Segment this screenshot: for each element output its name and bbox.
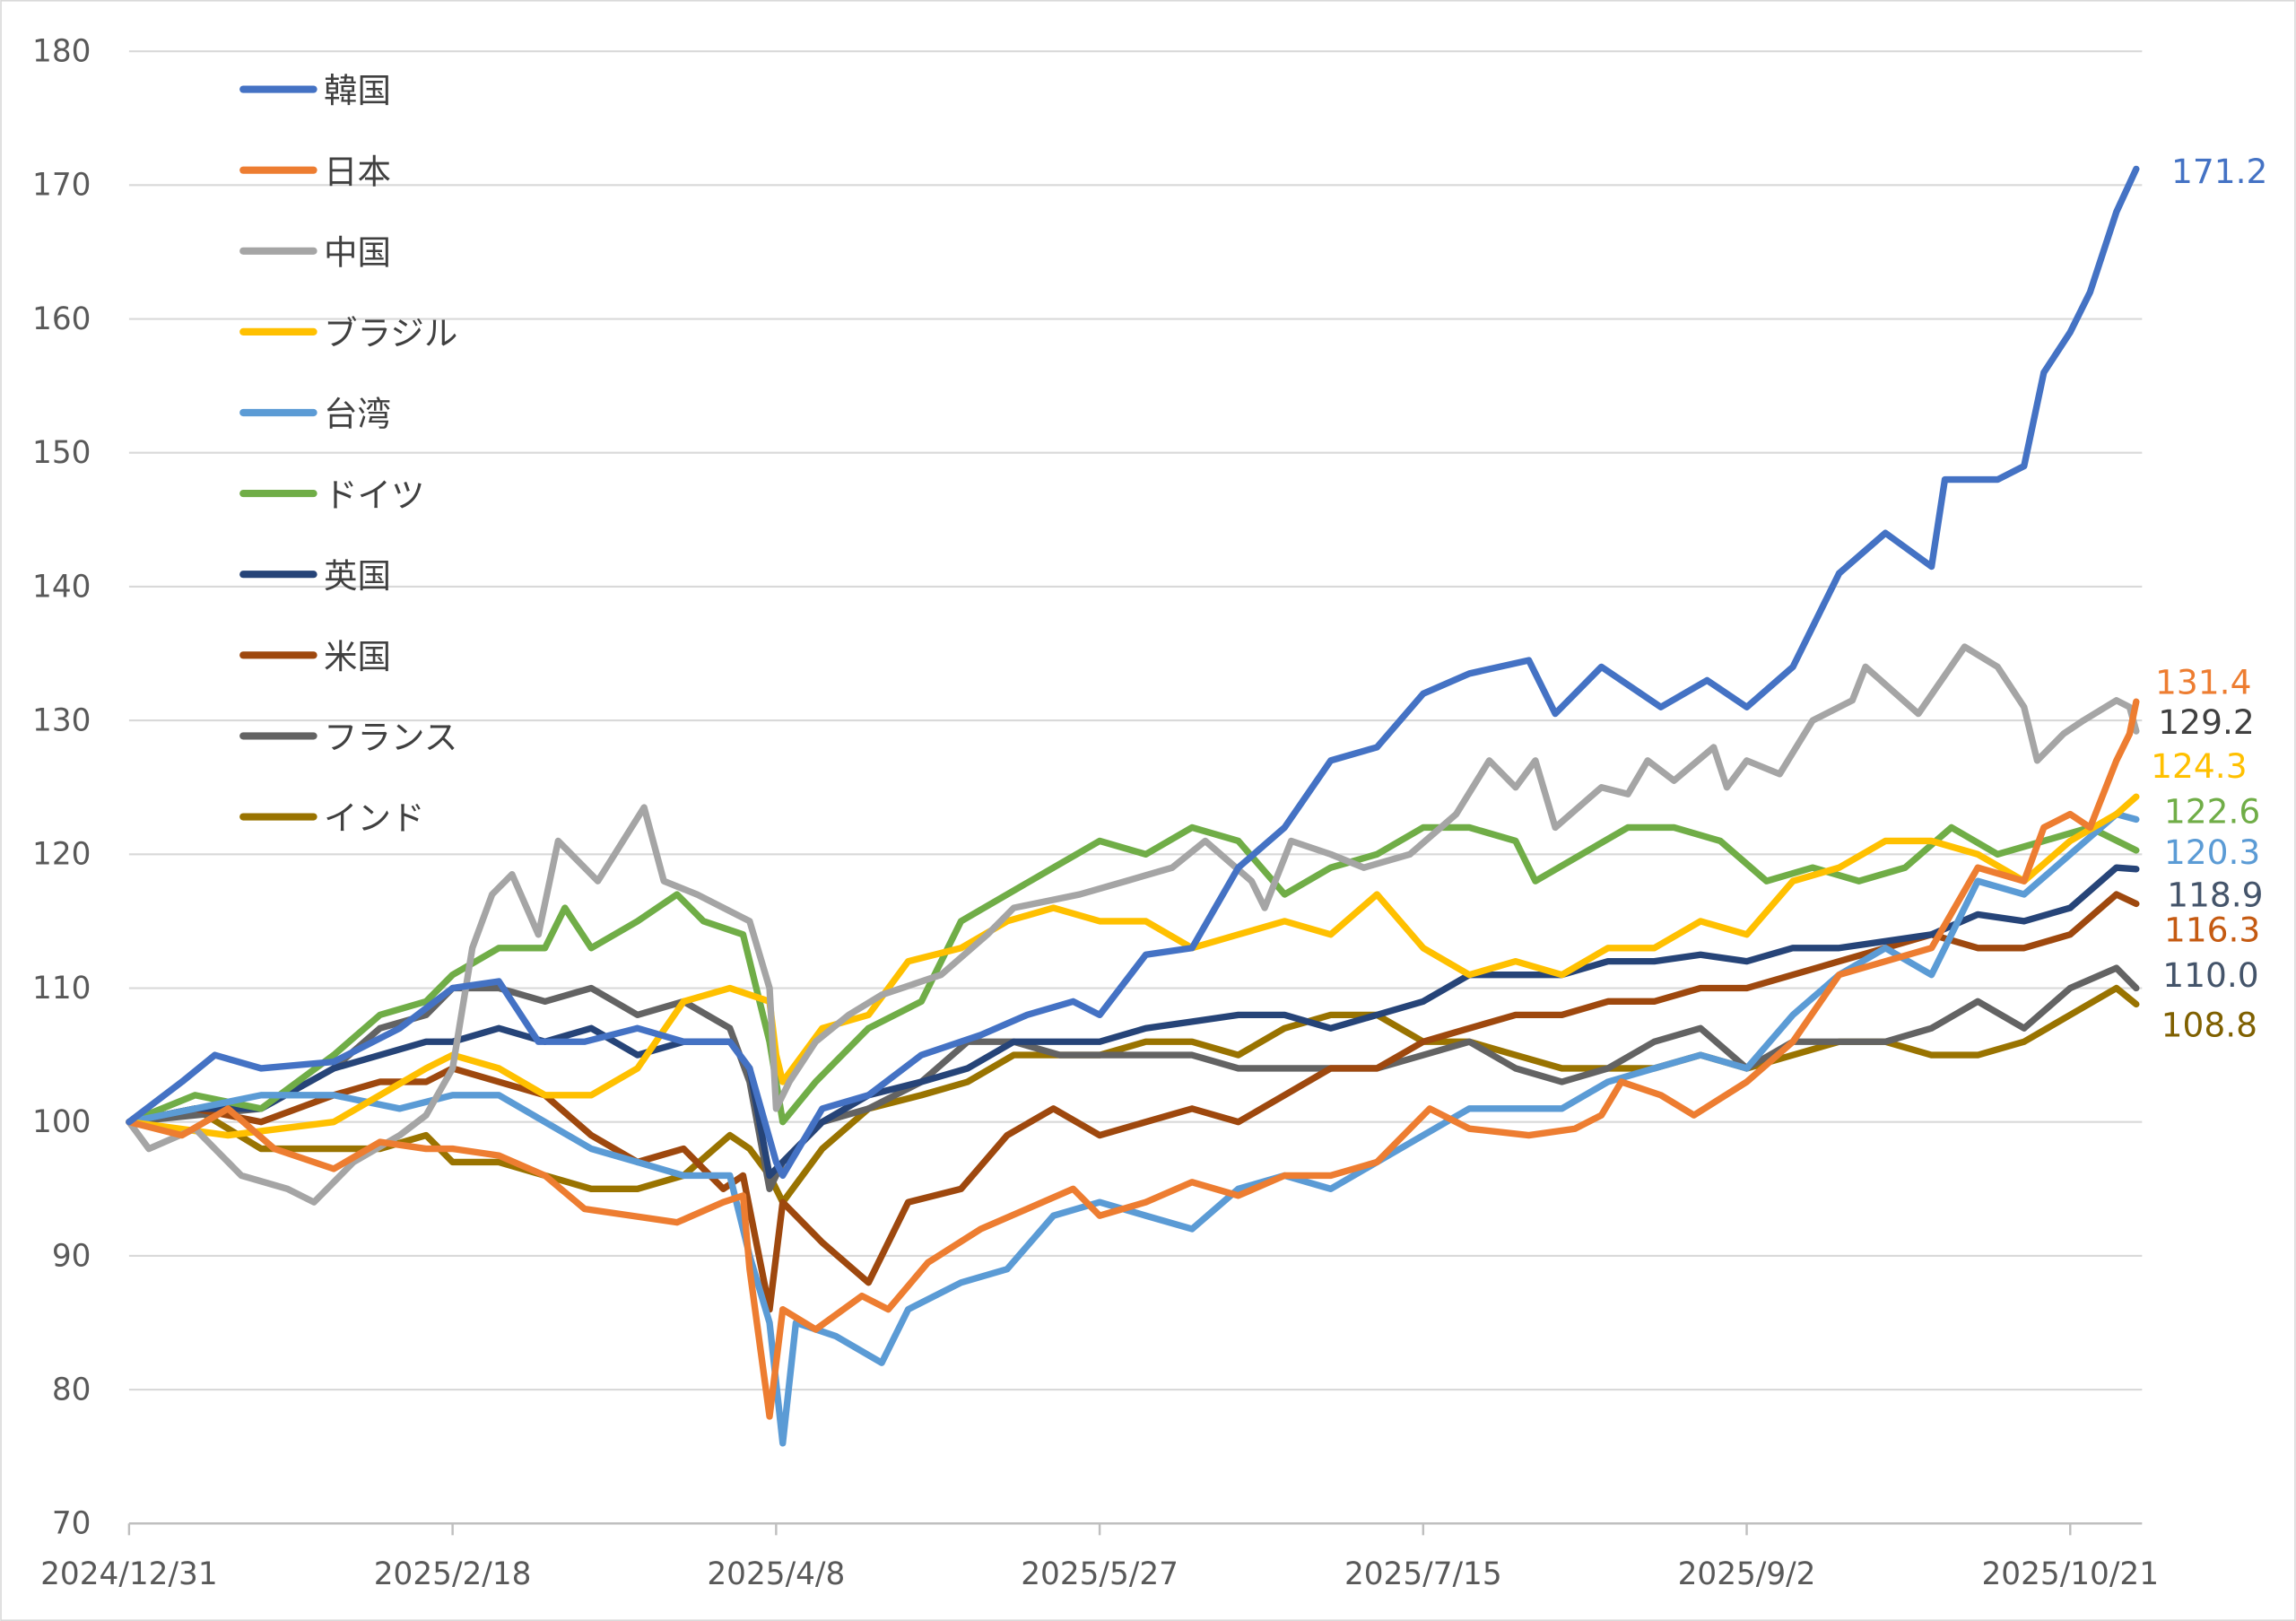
legend-label: 中国 [324, 232, 391, 272]
end-value-label: 124.3 [2151, 746, 2247, 786]
series-line [126, 824, 2140, 1126]
y-tick-label: 140 [32, 569, 91, 605]
y-tick-label: 70 [52, 1506, 91, 1542]
y-tick-label: 160 [32, 301, 91, 337]
x-tick-label: 2025/4/8 [707, 1556, 845, 1592]
y-tick-label: 110 [32, 971, 91, 1007]
end-value-label: 122.6 [2164, 791, 2260, 831]
end-value-label: 171.2 [2171, 152, 2267, 191]
x-tick-label: 2024/12/31 [40, 1556, 218, 1592]
series-line [126, 864, 2140, 1180]
series-line [126, 793, 2140, 1139]
legend-label: ブラジル [324, 314, 457, 353]
x-tick-label: 2025/9/2 [1678, 1556, 1816, 1592]
y-tick-label: 130 [32, 703, 91, 739]
y-tick-label: 90 [52, 1238, 91, 1274]
y-tick-label: 80 [52, 1373, 91, 1408]
series-line [126, 165, 2140, 1180]
end-value-label: 118.9 [2167, 875, 2263, 914]
series-line [126, 643, 2140, 1206]
end-value-label: 120.3 [2164, 832, 2260, 872]
series-line [126, 891, 2140, 1313]
x-tick-label: 2025/10/21 [1982, 1556, 2159, 1592]
legend-label: ドイツ [324, 475, 425, 515]
legend-label: 韓国 [324, 71, 391, 110]
series-line [126, 964, 2140, 1192]
legend-label: インド [324, 798, 425, 838]
legend-label: 英国 [324, 556, 391, 596]
series-line [126, 698, 2140, 1420]
end-value-label: 116.3 [2164, 911, 2260, 950]
y-tick-label: 170 [32, 168, 91, 204]
x-tick-label: 2025/2/18 [374, 1556, 532, 1592]
legend-label: フランス [324, 718, 457, 757]
y-tick-label: 100 [32, 1104, 91, 1140]
legend-label: 日本 [324, 152, 391, 191]
legend-label: 米国 [324, 637, 391, 676]
end-value-label: 108.8 [2161, 1006, 2257, 1045]
y-tick-label: 180 [32, 34, 91, 70]
y-tick-label: 120 [32, 837, 91, 873]
end-value-label: 131.4 [2155, 663, 2251, 702]
x-tick-label: 2025/7/15 [1344, 1556, 1502, 1592]
end-value-label: 129.2 [2158, 702, 2254, 742]
end-value-label: 110.0 [2162, 955, 2258, 995]
x-tick-label: 2025/5/27 [1021, 1556, 1178, 1592]
legend-label: 台湾 [324, 395, 391, 434]
y-tick-label: 150 [32, 435, 91, 471]
